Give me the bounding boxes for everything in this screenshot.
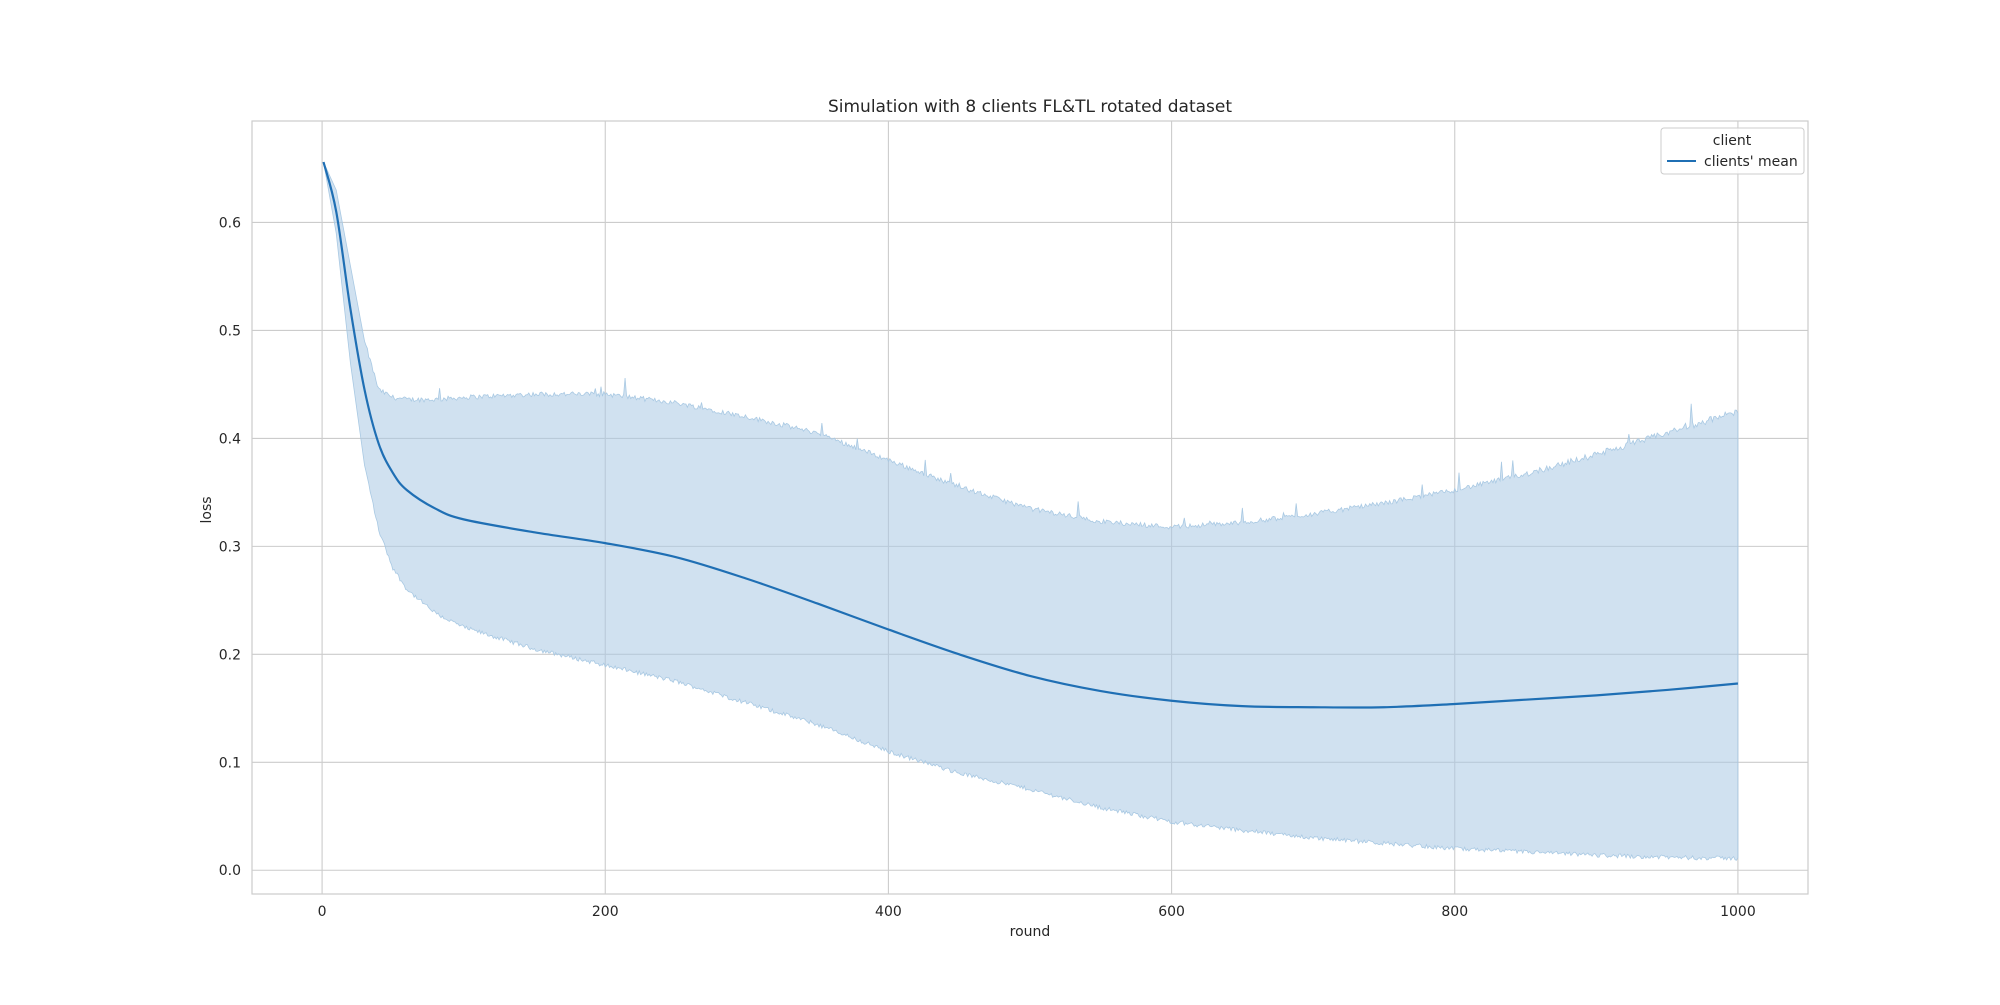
y-tick-label: 0.0 (219, 863, 241, 879)
x-tick-label: 1000 (1720, 904, 1756, 920)
legend: client clients' mean (1660, 127, 1805, 175)
x-axis-label: round (1010, 924, 1051, 940)
confidence-band-layer (323, 161, 1739, 861)
y-tick-label: 0.4 (219, 431, 241, 447)
plot-frame (251, 120, 1809, 895)
y-tick-label: 0.1 (219, 755, 241, 771)
x-tick-labels: 0 200 400 600 800 1000 (318, 904, 1756, 920)
chart-title: Simulation with 8 clients FL&TL rotated … (828, 97, 1232, 117)
x-tick-label: 600 (1158, 904, 1185, 920)
legend-title: client (1713, 133, 1752, 149)
y-tick-label: 0.3 (219, 539, 241, 555)
confidence-band (323, 161, 1739, 861)
mean-line-layer (322, 161, 1739, 709)
x-tick-label: 0 (318, 904, 327, 920)
series-line-clients-mean (322, 161, 1739, 709)
y-tick-label: 0.2 (219, 647, 241, 663)
x-tick-label: 200 (592, 904, 619, 920)
y-tick-label: 0.5 (219, 323, 241, 339)
y-tick-label: 0.6 (219, 215, 241, 231)
legend-box (1660, 127, 1805, 175)
y-tick-labels: 0.0 0.1 0.2 0.3 0.4 0.5 0.6 (219, 215, 241, 879)
x-tick-label: 800 (1441, 904, 1468, 920)
legend-entry-label: clients' mean (1704, 154, 1798, 170)
y-axis-label: loss (199, 496, 215, 523)
x-tick-label: 400 (875, 904, 902, 920)
